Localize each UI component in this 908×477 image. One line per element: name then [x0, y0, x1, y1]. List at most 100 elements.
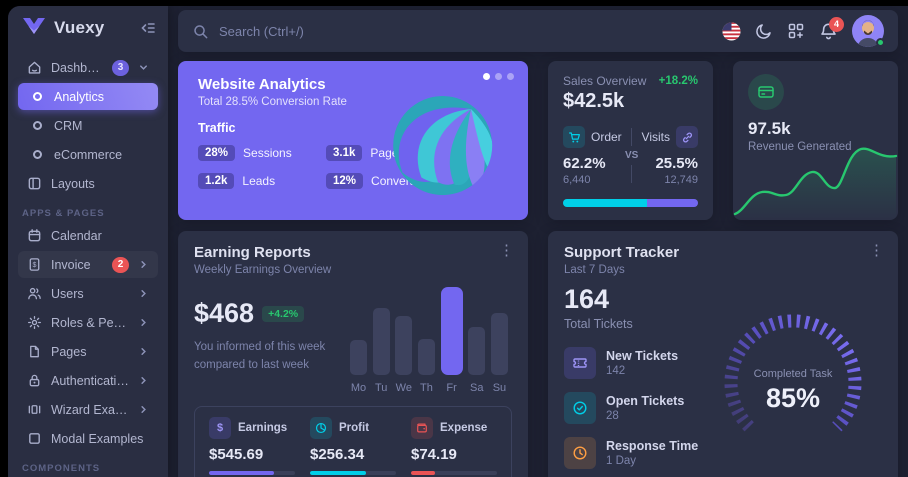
- calendar-icon: [27, 228, 42, 243]
- completed-task-gauge: Completed Task 85%: [704, 284, 882, 469]
- sidebar-item-label: Wizard Examples: [51, 402, 129, 417]
- nav-section-apps-pages: APPS & PAGES: [22, 208, 105, 219]
- website-analytics-card: Website Analytics Total 28.5% Conversion…: [178, 61, 528, 220]
- search-input[interactable]: [219, 23, 519, 39]
- sphere-illustration: [393, 95, 493, 196]
- user-avatar[interactable]: [852, 15, 885, 47]
- nav-section-components: COMPONENTS: [22, 463, 101, 474]
- earnings-breakdown-box: $ Earnings $545.69 Profit $: [194, 406, 512, 477]
- order-percent: 62.2%: [563, 155, 606, 172]
- visits-progress-segment: [646, 199, 698, 207]
- sidebar: Vuexy Dashboard 3 Analytics: [8, 6, 168, 477]
- stat-value: 1.2k: [198, 173, 235, 189]
- cart-icon: [563, 126, 585, 148]
- sidebar-item-ecommerce[interactable]: eCommerce: [18, 141, 158, 168]
- sidebar-item-crm[interactable]: CRM: [18, 112, 158, 139]
- chevron-right-icon: [138, 288, 149, 299]
- stat-value: 3.1k: [326, 145, 363, 161]
- sidebar-item-layouts[interactable]: Layouts: [18, 170, 158, 197]
- card-subtitle: Total 28.5% Conversion Rate: [198, 96, 347, 108]
- stat-label: Sessions: [243, 146, 292, 160]
- topbar: 4: [178, 10, 898, 52]
- sidebar-item-dashboard[interactable]: Dashboard 3: [18, 54, 158, 81]
- earnings-stat: $ Earnings $545.69: [209, 417, 295, 475]
- gauge-label: Completed Task: [754, 368, 833, 380]
- chevron-down-icon: [138, 62, 149, 73]
- stat-value: $74.19: [411, 446, 457, 463]
- revenue-generated-card: 97.5k Revenue Generated: [733, 61, 898, 220]
- kebab-menu-icon[interactable]: ⋮: [499, 242, 514, 259]
- vs-divider: VS: [622, 126, 642, 183]
- sidebar-item-users[interactable]: Users: [18, 280, 158, 307]
- expense-stat: Expense $74.19: [411, 417, 497, 475]
- sidebar-item-label: Calendar: [51, 228, 102, 243]
- stat-label: Expense: [440, 422, 488, 434]
- total-tickets-label: Total Tickets: [564, 317, 633, 331]
- sidebar-item-label: Invoice: [51, 257, 91, 272]
- sidebar-item-pages[interactable]: Pages: [18, 338, 158, 365]
- visits-count: 12,749: [664, 174, 698, 186]
- sidebar-item-roles-permissions[interactable]: Roles & Permissions: [18, 309, 158, 336]
- apps-grid-icon[interactable]: [787, 22, 805, 40]
- kebab-menu-icon[interactable]: ⋮: [869, 242, 884, 259]
- sidebar-item-label: Layouts: [51, 176, 95, 191]
- chevron-right-icon: [138, 375, 149, 386]
- ticket-icon: [564, 347, 596, 379]
- sidebar-item-label: Modal Examples: [51, 431, 144, 446]
- card-title: Website Analytics: [198, 76, 326, 93]
- lock-icon: [27, 373, 42, 388]
- modal-icon: [27, 431, 42, 446]
- sidebar-nav: Dashboard 3 Analytics CRM eCommerce: [8, 50, 168, 477]
- search-bar[interactable]: [192, 23, 722, 40]
- bar-Sa: Sa: [468, 282, 486, 394]
- earnings-note-line1: You informed of this week: [194, 341, 326, 353]
- sidebar-item-invoice[interactable]: $ Invoice 2: [18, 251, 158, 278]
- revenue-label: Revenue Generated: [748, 141, 852, 153]
- carousel-dot[interactable]: [483, 73, 490, 80]
- stat-value: $545.69: [209, 446, 264, 463]
- weekly-earnings-amount: $468: [194, 298, 255, 328]
- card-title: Sales Overview: [563, 74, 647, 88]
- svg-text:$: $: [33, 262, 37, 269]
- users-icon: [27, 286, 42, 301]
- carousel-dot[interactable]: [507, 73, 514, 80]
- carousel-dots: [483, 73, 514, 80]
- sidebar-item-label: Analytics: [54, 89, 105, 104]
- dollar-icon: $: [209, 417, 231, 439]
- bar-label: Mo: [350, 382, 367, 394]
- search-icon: [192, 23, 209, 40]
- expense-progress: [411, 471, 497, 475]
- gauge-value: 85%: [766, 383, 820, 413]
- layouts-icon: [27, 176, 42, 191]
- notifications-bell-icon[interactable]: 4: [819, 16, 844, 41]
- order-visits-progress: [563, 199, 698, 207]
- bar-Su: Su: [490, 282, 508, 394]
- sidebar-item-label: eCommerce: [54, 147, 123, 162]
- credit-card-icon: [748, 74, 784, 110]
- earning-reports-card: ⋮ Earning Reports Weekly Earnings Overvi…: [178, 231, 528, 477]
- chevron-right-icon: [138, 346, 149, 357]
- order-count: 6,440: [563, 174, 591, 186]
- sidebar-collapse-icon[interactable]: [140, 20, 156, 36]
- response-time-row: Response Time 1 Day: [564, 437, 704, 469]
- sidebar-item-authentications[interactable]: Authentications: [18, 367, 158, 394]
- dark-mode-moon-icon[interactable]: [755, 22, 773, 40]
- invoice-icon: $: [27, 257, 42, 272]
- row-value: 28: [606, 410, 619, 422]
- sidebar-item-modal-examples[interactable]: Modal Examples: [18, 425, 158, 452]
- card-subtitle: Weekly Earnings Overview: [194, 264, 332, 276]
- language-flag-icon[interactable]: [722, 21, 741, 41]
- row-label: New Tickets: [606, 349, 679, 363]
- row-value: 1 Day: [606, 455, 637, 467]
- revenue-line-chart: [733, 147, 898, 220]
- vs-label: VS: [624, 150, 639, 161]
- sidebar-item-analytics[interactable]: Analytics: [18, 83, 158, 110]
- revenue-value: 97.5k: [748, 119, 791, 138]
- bar-label: Tu: [374, 382, 388, 394]
- carousel-dot[interactable]: [495, 73, 502, 80]
- sales-overview-card: Sales Overview +18.2% $42.5k Order 62.2%…: [548, 61, 713, 220]
- sidebar-item-wizard-examples[interactable]: Wizard Examples: [18, 396, 158, 423]
- visits-label: Visits: [641, 130, 670, 144]
- notification-count-badge: 4: [829, 16, 844, 32]
- sidebar-item-calendar[interactable]: Calendar: [18, 222, 158, 249]
